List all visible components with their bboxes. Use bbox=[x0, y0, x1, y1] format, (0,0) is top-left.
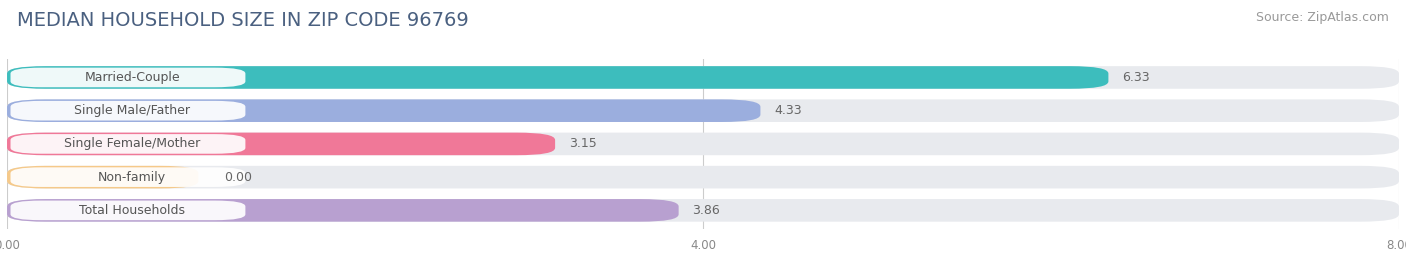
Text: 3.15: 3.15 bbox=[569, 137, 596, 150]
Text: Non-family: Non-family bbox=[98, 171, 166, 184]
Text: Married-Couple: Married-Couple bbox=[84, 71, 180, 84]
FancyBboxPatch shape bbox=[10, 201, 246, 220]
FancyBboxPatch shape bbox=[7, 99, 761, 122]
FancyBboxPatch shape bbox=[10, 134, 246, 154]
Text: 6.33: 6.33 bbox=[1122, 71, 1150, 84]
FancyBboxPatch shape bbox=[10, 101, 246, 121]
Text: Total Households: Total Households bbox=[79, 204, 186, 217]
FancyBboxPatch shape bbox=[7, 166, 1399, 189]
FancyBboxPatch shape bbox=[7, 199, 679, 222]
FancyBboxPatch shape bbox=[7, 133, 1399, 155]
FancyBboxPatch shape bbox=[7, 133, 555, 155]
FancyBboxPatch shape bbox=[7, 99, 1399, 122]
Text: 4.33: 4.33 bbox=[775, 104, 801, 117]
Text: Single Female/Mother: Single Female/Mother bbox=[65, 137, 201, 150]
FancyBboxPatch shape bbox=[7, 66, 1399, 89]
FancyBboxPatch shape bbox=[7, 166, 198, 189]
FancyBboxPatch shape bbox=[7, 199, 1399, 222]
Text: MEDIAN HOUSEHOLD SIZE IN ZIP CODE 96769: MEDIAN HOUSEHOLD SIZE IN ZIP CODE 96769 bbox=[17, 11, 468, 30]
Text: Single Male/Father: Single Male/Father bbox=[75, 104, 190, 117]
FancyBboxPatch shape bbox=[10, 167, 246, 187]
FancyBboxPatch shape bbox=[7, 66, 1108, 89]
Text: 0.00: 0.00 bbox=[225, 171, 253, 184]
Text: 3.86: 3.86 bbox=[693, 204, 720, 217]
Text: Source: ZipAtlas.com: Source: ZipAtlas.com bbox=[1256, 11, 1389, 24]
FancyBboxPatch shape bbox=[10, 68, 246, 87]
